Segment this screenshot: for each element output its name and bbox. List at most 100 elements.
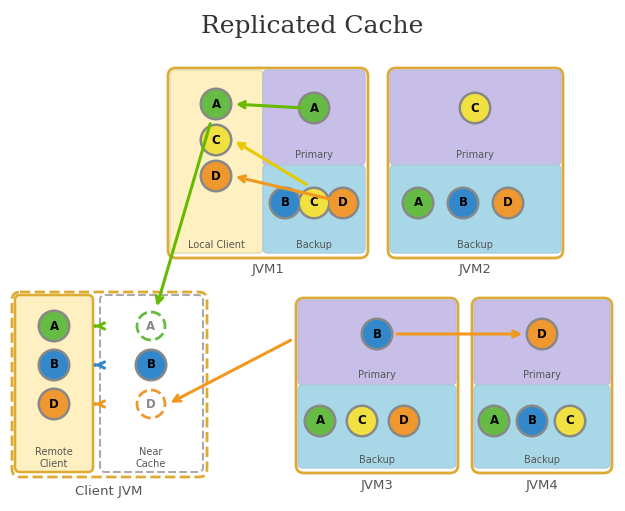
Circle shape <box>271 189 299 217</box>
Text: A: A <box>211 98 221 110</box>
FancyBboxPatch shape <box>298 300 456 385</box>
Text: C: C <box>471 102 479 114</box>
Text: B: B <box>459 197 468 210</box>
Text: Primary: Primary <box>295 150 333 160</box>
Text: D: D <box>399 414 409 428</box>
Text: A: A <box>316 414 324 428</box>
Circle shape <box>554 405 586 437</box>
Text: A: A <box>49 319 59 333</box>
Circle shape <box>480 407 508 435</box>
Circle shape <box>404 189 432 217</box>
Circle shape <box>446 187 479 220</box>
FancyBboxPatch shape <box>263 165 365 253</box>
Text: Primary: Primary <box>523 370 561 380</box>
Text: Local Client: Local Client <box>188 240 244 250</box>
Circle shape <box>326 187 359 220</box>
Circle shape <box>202 90 230 118</box>
FancyBboxPatch shape <box>168 68 368 258</box>
Text: D: D <box>49 398 59 410</box>
Circle shape <box>300 94 328 122</box>
Text: D: D <box>146 398 156 410</box>
Circle shape <box>38 310 71 342</box>
Circle shape <box>388 405 421 437</box>
Text: JVM3: JVM3 <box>361 478 394 492</box>
Text: B: B <box>49 359 59 371</box>
Text: Backup: Backup <box>524 455 560 465</box>
FancyBboxPatch shape <box>474 385 610 468</box>
Circle shape <box>269 187 301 220</box>
Text: Primary: Primary <box>456 150 494 160</box>
Text: Backup: Backup <box>359 455 395 465</box>
Circle shape <box>199 87 232 121</box>
Circle shape <box>40 390 68 418</box>
Circle shape <box>478 405 511 437</box>
Circle shape <box>518 407 546 435</box>
Text: JVM2: JVM2 <box>459 264 491 276</box>
Circle shape <box>516 405 549 437</box>
Circle shape <box>361 317 394 351</box>
Circle shape <box>401 187 434 220</box>
Circle shape <box>461 94 489 122</box>
FancyBboxPatch shape <box>390 165 561 253</box>
Text: B: B <box>146 359 156 371</box>
Circle shape <box>459 91 491 125</box>
Text: D: D <box>503 197 513 210</box>
Circle shape <box>137 351 165 379</box>
Circle shape <box>202 126 230 154</box>
Circle shape <box>40 351 68 379</box>
Text: Backup: Backup <box>457 240 493 250</box>
Circle shape <box>526 317 559 351</box>
Circle shape <box>202 162 230 190</box>
Text: C: C <box>566 414 574 428</box>
Circle shape <box>298 91 331 125</box>
Text: Primary: Primary <box>358 370 396 380</box>
FancyBboxPatch shape <box>15 295 93 472</box>
Text: Near
Cache: Near Cache <box>136 447 166 469</box>
Circle shape <box>300 189 328 217</box>
Text: D: D <box>211 170 221 182</box>
Circle shape <box>528 320 556 348</box>
Circle shape <box>134 349 168 382</box>
Circle shape <box>306 407 334 435</box>
Circle shape <box>491 187 524 220</box>
Text: D: D <box>338 197 348 210</box>
Text: JVM4: JVM4 <box>526 478 558 492</box>
Circle shape <box>494 189 522 217</box>
Text: B: B <box>372 328 381 340</box>
FancyBboxPatch shape <box>474 300 610 385</box>
Circle shape <box>137 312 165 340</box>
Circle shape <box>199 159 232 193</box>
Text: Backup: Backup <box>296 240 332 250</box>
Text: Client JVM: Client JVM <box>76 484 142 498</box>
Circle shape <box>38 349 71 382</box>
Text: C: C <box>212 133 221 147</box>
Text: Replicated Cache: Replicated Cache <box>201 14 423 37</box>
FancyBboxPatch shape <box>100 295 203 472</box>
Text: A: A <box>489 414 499 428</box>
Text: C: C <box>357 414 366 428</box>
Text: A: A <box>309 102 319 114</box>
FancyBboxPatch shape <box>388 68 563 258</box>
Circle shape <box>38 387 71 421</box>
Text: C: C <box>309 197 318 210</box>
Text: A: A <box>414 197 422 210</box>
Text: B: B <box>281 197 289 210</box>
Text: Remote
Client: Remote Client <box>35 447 73 469</box>
Circle shape <box>40 312 68 340</box>
Circle shape <box>199 124 232 156</box>
FancyBboxPatch shape <box>472 298 612 473</box>
Circle shape <box>346 405 379 437</box>
Circle shape <box>556 407 584 435</box>
FancyBboxPatch shape <box>263 70 365 165</box>
Circle shape <box>363 320 391 348</box>
Circle shape <box>329 189 357 217</box>
Circle shape <box>390 407 418 435</box>
Circle shape <box>298 187 331 220</box>
Text: B: B <box>528 414 536 428</box>
Circle shape <box>304 405 336 437</box>
Circle shape <box>137 390 165 418</box>
Text: A: A <box>146 319 156 333</box>
FancyBboxPatch shape <box>170 70 263 253</box>
Text: D: D <box>537 328 547 340</box>
FancyBboxPatch shape <box>390 70 561 165</box>
